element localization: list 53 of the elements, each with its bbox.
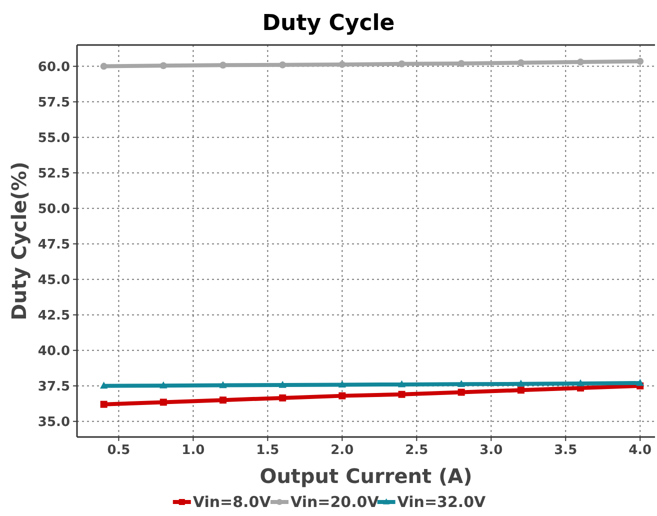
y-tick-label: 45.0 (38, 272, 70, 288)
y-tick-label: 60.0 (38, 60, 70, 75)
point (160, 398, 167, 406)
point (517, 380, 525, 387)
point (577, 58, 584, 66)
point (398, 60, 406, 68)
point (160, 62, 167, 70)
point (338, 60, 346, 68)
point (338, 380, 346, 388)
point (398, 380, 406, 388)
point (576, 379, 584, 386)
point (219, 62, 226, 69)
y-axis-title: Duty Cycle(%) (7, 162, 31, 320)
legend-label: Vin=32.0V (397, 493, 486, 511)
point (636, 58, 644, 65)
point (517, 386, 524, 394)
point (100, 400, 108, 408)
y-tick-label: 57.5 (38, 95, 70, 110)
y-tick-label: 35.0 (38, 414, 70, 430)
point (100, 62, 108, 70)
point (458, 388, 465, 396)
point (219, 381, 227, 388)
point (338, 392, 346, 400)
point (219, 396, 226, 404)
y-tick-label: 55.0 (38, 130, 70, 146)
point (279, 394, 286, 402)
point (398, 390, 406, 398)
y-tick-label: 50.0 (38, 202, 70, 217)
point (457, 380, 466, 387)
y-tick-label: 40.0 (38, 344, 70, 359)
y-tick-label: 47.5 (38, 237, 70, 252)
point (160, 381, 168, 388)
point (517, 59, 524, 66)
point (278, 380, 286, 388)
y-tick-label: 37.5 (38, 379, 70, 394)
point (636, 378, 644, 386)
x-tick-label: 2.0 (330, 443, 354, 458)
x-tick-label: 2.5 (405, 443, 428, 458)
x-tick-label: 3.5 (554, 443, 578, 458)
point (458, 60, 465, 67)
y-tick-label: 52.5 (38, 166, 70, 182)
legend-label: Vin=20.0V (290, 493, 380, 511)
point (279, 61, 286, 68)
x-tick-label: 1.5 (256, 443, 280, 458)
point (100, 382, 108, 389)
x-tick-label: 0.5 (107, 443, 130, 458)
x-tick-label: 4.0 (628, 443, 652, 458)
legend-label: Vin=8.0V (192, 493, 272, 511)
x-axis-title: Output Current (A) (260, 464, 472, 488)
y-tick-label: 42.5 (38, 308, 70, 324)
chart-title: Duty Cycle (262, 11, 395, 36)
x-tick-label: 1.0 (182, 443, 205, 458)
x-tick-label: 3.0 (480, 443, 503, 458)
